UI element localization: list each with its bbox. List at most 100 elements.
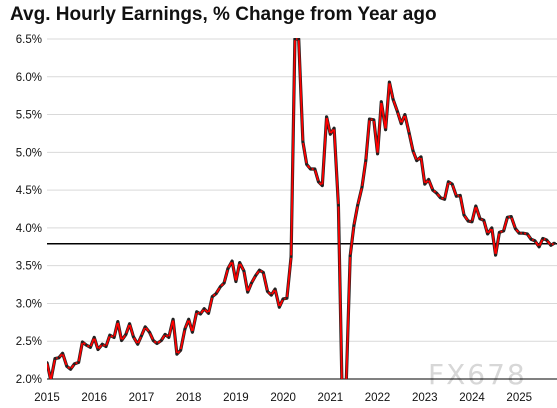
- data-point: [553, 241, 556, 245]
- data-point: [498, 231, 501, 234]
- data-point: [297, 38, 300, 41]
- data-point: [388, 80, 391, 84]
- data-point: [108, 333, 112, 337]
- data-point: [136, 342, 139, 346]
- data-point: [533, 239, 537, 242]
- data-point: [273, 287, 277, 291]
- data-point: [443, 197, 446, 201]
- data-point: [84, 343, 88, 347]
- data-point: [435, 191, 438, 195]
- data-point: [329, 132, 332, 136]
- data-point: [77, 361, 80, 364]
- data-point: [337, 203, 340, 207]
- data-point: [529, 237, 533, 241]
- y-tick-label: 5.5%: [16, 110, 42, 122]
- data-point: [514, 227, 517, 230]
- y-tick-label: 4.5%: [16, 185, 42, 197]
- x-axis-tick-labels: 2015 2016 2017 2018 2019 2020 2021 2022 2023 2024…: [34, 392, 532, 404]
- data-point: [112, 336, 116, 339]
- data-point: [81, 340, 84, 344]
- data-point: [502, 229, 505, 233]
- data-point: [384, 128, 387, 131]
- data-point: [183, 327, 187, 331]
- data-point: [222, 281, 226, 285]
- data-point: [219, 285, 222, 289]
- data-point: [325, 115, 328, 119]
- data-point: [104, 345, 108, 348]
- data-point: [411, 149, 415, 153]
- data-point: [526, 232, 529, 236]
- data-point: [537, 245, 541, 249]
- y-axis-tick-labels: 2.0% 2.5% 3.0% 3.5% 4.0% 4.5% 5.0% 5.5% 6.0% 6.5%: [16, 34, 42, 386]
- data-point: [281, 297, 285, 301]
- data-point: [305, 163, 309, 166]
- data-point: [53, 357, 57, 360]
- data-point: [427, 178, 430, 181]
- data-point: [447, 180, 450, 184]
- data-point: [234, 280, 238, 283]
- data-point: [541, 237, 545, 240]
- data-point: [364, 159, 368, 162]
- data-point: [270, 293, 273, 297]
- x-tick-label: 2019: [223, 392, 249, 404]
- x-tick-label: 2025: [506, 392, 532, 404]
- data-point: [226, 267, 230, 271]
- data-point: [101, 342, 104, 346]
- data-point: [356, 203, 360, 207]
- data-point: [187, 318, 190, 321]
- x-tick-label: 2020: [270, 392, 296, 404]
- watermark: FX678: [428, 358, 527, 391]
- data-point: [132, 335, 135, 339]
- data-point: [285, 296, 289, 300]
- data-point: [61, 352, 64, 355]
- data-point: [368, 117, 371, 121]
- earnings-series: [47, 38, 556, 379]
- data-point: [376, 152, 379, 156]
- data-point: [549, 244, 553, 247]
- data-point: [321, 184, 324, 187]
- y-tick-label: 6.0%: [16, 72, 42, 84]
- data-point: [372, 118, 376, 122]
- data-point: [423, 182, 427, 186]
- data-point: [455, 194, 458, 198]
- data-point: [238, 261, 241, 264]
- data-point: [415, 159, 419, 162]
- x-tick-label: 2023: [412, 392, 438, 404]
- y-tick-label: 2.0%: [16, 374, 42, 386]
- y-tick-label: 2.5%: [16, 336, 42, 348]
- data-point: [407, 132, 411, 135]
- data-point: [490, 226, 494, 230]
- data-point: [258, 268, 261, 272]
- y-tick-label: 6.5%: [16, 34, 42, 46]
- data-point: [211, 295, 214, 298]
- data-point: [140, 334, 143, 338]
- data-point: [266, 290, 269, 293]
- data-point: [167, 336, 171, 339]
- data-point: [195, 310, 198, 314]
- data-point: [450, 182, 454, 186]
- x-tick-label: 2015: [34, 392, 60, 404]
- data-point: [419, 155, 423, 159]
- x-tick-label: 2017: [129, 392, 155, 404]
- x-tick-label: 2024: [459, 392, 485, 404]
- data-point: [348, 254, 352, 258]
- data-point: [163, 333, 167, 336]
- x-tick-label: 2016: [81, 392, 107, 404]
- data-point: [254, 274, 257, 277]
- data-point: [380, 100, 383, 103]
- data-point: [92, 336, 96, 339]
- data-point: [431, 188, 435, 192]
- data-point: [391, 98, 395, 101]
- data-point: [148, 330, 151, 334]
- data-point: [399, 122, 403, 125]
- data-point: [545, 238, 548, 242]
- data-point: [128, 322, 131, 326]
- data-point: [439, 196, 442, 199]
- data-point: [360, 185, 364, 189]
- data-point: [152, 339, 155, 342]
- data-point: [486, 232, 489, 236]
- data-point: [155, 342, 159, 345]
- data-point: [396, 110, 399, 113]
- data-point: [470, 220, 474, 224]
- data-point: [462, 213, 466, 217]
